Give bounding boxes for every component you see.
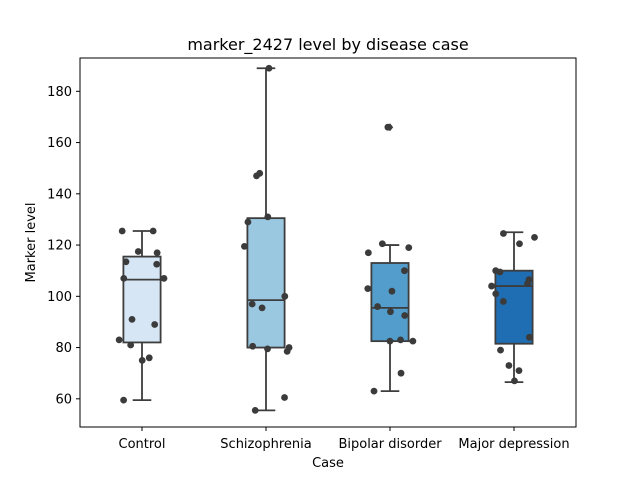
data-point (283, 348, 291, 355)
data-point (244, 218, 252, 226)
data-point (401, 267, 408, 275)
data-point (249, 342, 257, 350)
data-point (128, 315, 136, 323)
data-point (241, 242, 248, 250)
data-point (120, 396, 128, 404)
data-point (151, 321, 159, 328)
data-point (160, 274, 168, 282)
data-point (492, 290, 500, 298)
data-point (248, 300, 256, 308)
data-point (153, 260, 161, 268)
x-tick-label: Control (119, 437, 166, 452)
data-point (524, 280, 531, 287)
data-point (127, 341, 135, 349)
data-point (145, 354, 153, 362)
x-tick-label: Bipolar disorder (338, 437, 442, 452)
data-point (384, 123, 392, 131)
data-point (516, 240, 523, 248)
data-point (364, 285, 372, 293)
data-point (134, 248, 142, 255)
y-tick-label: 180 (47, 85, 72, 100)
data-point (505, 362, 513, 369)
data-point (488, 282, 495, 290)
box-group-bipolar-disorder (370, 123, 410, 393)
data-point (370, 387, 378, 395)
box-group-control (122, 230, 162, 401)
y-tick-label: 80 (55, 341, 72, 356)
data-point (118, 227, 126, 235)
data-point (497, 346, 504, 354)
data-point (138, 356, 146, 364)
data-point (531, 233, 538, 241)
data-point (115, 336, 123, 344)
data-point (264, 345, 271, 353)
chart-title: marker_2427 level by disease case (187, 35, 468, 55)
y-tick-label: 160 (47, 136, 72, 151)
data-point (253, 172, 260, 180)
y-axis-label: Marker level (24, 203, 39, 283)
data-point (258, 304, 266, 312)
x-tick-label: Major depression (458, 437, 569, 452)
box-iqr (370, 262, 410, 343)
box-group-schizophrenia (246, 67, 286, 412)
y-tick-label: 140 (47, 187, 72, 202)
x-tick-label: Schizophrenia (220, 437, 311, 452)
data-point (251, 406, 259, 414)
data-point (500, 230, 507, 237)
plot-area (115, 64, 538, 414)
data-point (397, 336, 404, 344)
data-point (264, 213, 272, 221)
data-point (364, 249, 372, 257)
data-point (281, 394, 288, 401)
data-point (515, 367, 523, 375)
data-point (122, 258, 130, 266)
data-point (378, 240, 386, 248)
data-point (405, 244, 413, 252)
box-iqr (246, 217, 286, 349)
y-tick-label: 60 (55, 392, 72, 407)
data-point (409, 337, 417, 345)
data-point (397, 369, 405, 377)
data-point (388, 287, 396, 295)
data-point (281, 292, 289, 300)
y-tick-label: 120 (47, 239, 72, 254)
data-point (120, 274, 128, 282)
data-point (387, 308, 394, 316)
box-group-major-depression (494, 231, 534, 384)
data-point (511, 377, 518, 385)
y-tick-label: 100 (47, 290, 72, 305)
data-point (401, 312, 409, 319)
data-point (153, 249, 161, 257)
data-point (374, 303, 381, 310)
x-axis-label: Case (312, 456, 344, 471)
data-point (496, 268, 504, 276)
data-point (265, 64, 273, 72)
box-iqr (122, 255, 162, 344)
data-point (149, 227, 157, 235)
plot-frame (79, 57, 577, 428)
data-point (386, 337, 394, 345)
data-point (499, 298, 507, 305)
data-point (525, 333, 533, 341)
